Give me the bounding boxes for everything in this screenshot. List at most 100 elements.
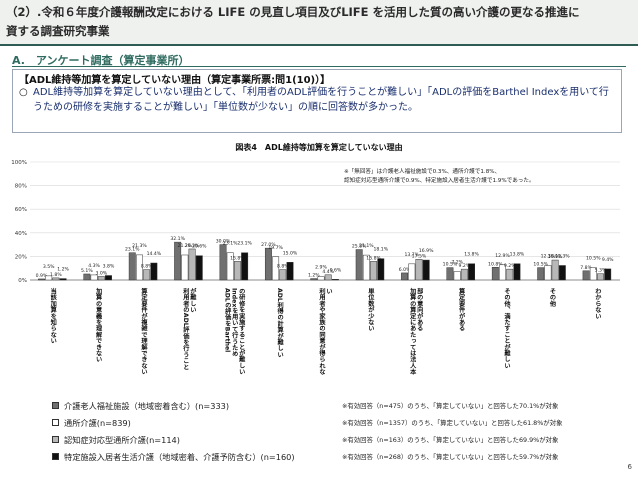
bar-chart: 0%20%40%60%80%100%0.9%3.5%1.8%1.2%当該加算を知… — [11, 160, 620, 376]
category-label: ADLの評価をBarthel — [224, 288, 232, 352]
summary-text: ADL維持等加算を算定していない理由として、「利用者のADL評価を行うことが難し… — [33, 87, 609, 113]
legend-label: 介護老人福祉施設（地域密着含む）(n=333) — [64, 401, 230, 411]
data-label: 7.8% — [580, 265, 592, 271]
data-label: 23.1% — [237, 241, 252, 247]
bar — [362, 254, 370, 281]
y-tick-label: 80% — [15, 184, 27, 190]
data-label: 6.0% — [399, 267, 411, 273]
category-label: 部の意向がある — [416, 287, 423, 332]
bar — [174, 241, 182, 281]
bar — [150, 262, 158, 281]
legend-note: ※有効回答（n=1357）のうち、「算定していない」と回答した61.8%が対象 — [342, 419, 563, 427]
data-label: 13.7% — [404, 252, 419, 258]
data-label: 8.8% — [277, 264, 289, 270]
data-label: 10.5% — [443, 262, 458, 268]
bar — [506, 268, 514, 281]
legend-swatch — [52, 436, 59, 443]
category-label: い — [325, 288, 332, 294]
legend-label: 認知症対応型通所介護(n=114) — [64, 435, 180, 445]
bar — [499, 264, 506, 281]
bar — [136, 254, 143, 281]
bar — [460, 268, 468, 281]
data-label: 13.8% — [464, 252, 479, 258]
bar — [52, 277, 60, 281]
bar — [513, 263, 521, 281]
data-label: 32.1% — [170, 236, 185, 242]
category-label: 算定要件が複雑で理解できない — [140, 287, 148, 375]
bar — [468, 263, 476, 281]
bar — [105, 275, 112, 281]
bar — [582, 270, 590, 281]
data-label: 21.3% — [132, 243, 147, 249]
bar — [401, 272, 409, 281]
data-label: 4.3% — [88, 263, 100, 269]
bar — [233, 261, 241, 281]
data-label: 12.9% — [495, 253, 510, 259]
bar — [537, 267, 545, 281]
category-label: その他、満たすことが難しい — [503, 288, 511, 369]
bar — [188, 248, 196, 281]
data-label: 10.5% — [533, 262, 548, 268]
data-label: 9.2% — [459, 263, 471, 269]
legend-swatch — [52, 402, 59, 409]
data-label: 10.5% — [586, 256, 601, 262]
header-title-line1: （2）.令和６年度介護報酬改定における LIFE の見直し項目及びLIFE を活… — [6, 5, 580, 19]
summary-body: ○ ADL維持等加算を算定していない理由として、「利用者のADL評価を行うことが… — [19, 85, 615, 115]
bar — [446, 267, 454, 281]
bar — [597, 273, 604, 281]
category-label: 算定要件がある — [458, 287, 465, 332]
data-label: 13.8% — [510, 252, 525, 258]
data-label: 27.0% — [261, 242, 276, 248]
data-label: 21.1% — [359, 243, 374, 249]
data-label: 23.1% — [223, 241, 238, 247]
data-label: 4.4% — [322, 269, 334, 275]
data-label: 1.2% — [57, 267, 69, 273]
legend-swatch — [52, 453, 59, 460]
chart-note-line1: ※「無回答」は介護老人福祉施設で0.3%、通所介護で1.8%、 — [344, 169, 501, 175]
bar — [226, 252, 234, 281]
data-label: 1.8% — [50, 272, 62, 278]
category-label: 利用者のADL評価を行うこと — [182, 287, 190, 371]
category-label: 加算の意義を理解できない — [95, 287, 103, 362]
data-label: 3.0% — [95, 270, 107, 276]
data-label: 0.9% — [36, 273, 48, 279]
chart-title: 図表4 ADL維持等加算を算定していない理由 — [235, 143, 403, 152]
data-label: 15.0% — [283, 250, 298, 256]
bar — [544, 265, 552, 281]
bar — [195, 255, 203, 281]
legend-swatch — [52, 419, 59, 426]
bar — [453, 271, 461, 281]
legend-note: ※有効回答（n=268）のうち、「算定していない」と回答した59.7%が対象 — [342, 453, 559, 461]
data-label: 20.6% — [192, 244, 207, 250]
category-label: が難しい — [189, 287, 197, 313]
category-label: 当該加算を知らない — [49, 287, 57, 344]
bar — [370, 261, 378, 281]
data-label: 9.4% — [602, 257, 614, 263]
legend-note: ※有効回答（n=163）のうち、「算定していない」と回答した69.9%が対象 — [342, 436, 559, 444]
bar — [408, 263, 416, 281]
category-label: その他 — [548, 288, 556, 308]
legend-label: 通所介護(n=839) — [64, 418, 131, 428]
bar — [604, 268, 612, 281]
data-label: 3.5% — [43, 264, 55, 270]
chart-note-line2: 認知症対応型通所介護で0.9%、特定施設入居者生活介護で1.9%であった。 — [344, 178, 535, 184]
data-label: 23.1% — [125, 247, 140, 253]
bar — [415, 259, 423, 281]
data-label: 18.1% — [373, 247, 388, 253]
data-label: 9.2% — [504, 263, 516, 269]
bar — [264, 247, 272, 281]
y-tick-label: 0% — [18, 278, 27, 284]
bar — [377, 258, 385, 281]
legend-note: ※有効回答（n=475）のうち、「算定していない」と回答した70.1%が対象 — [342, 402, 559, 410]
bar — [310, 278, 318, 281]
data-label: 3.8% — [103, 264, 115, 270]
data-label: 19.7% — [268, 245, 283, 251]
section-divider — [12, 66, 626, 67]
data-label: 2.9% — [315, 265, 327, 271]
bar — [286, 262, 294, 281]
category-label: 単位数が少ない — [367, 287, 375, 331]
bar — [491, 267, 499, 281]
bar — [324, 274, 332, 281]
data-label: 0.6% — [330, 267, 342, 273]
category-label: わからない — [594, 288, 601, 319]
